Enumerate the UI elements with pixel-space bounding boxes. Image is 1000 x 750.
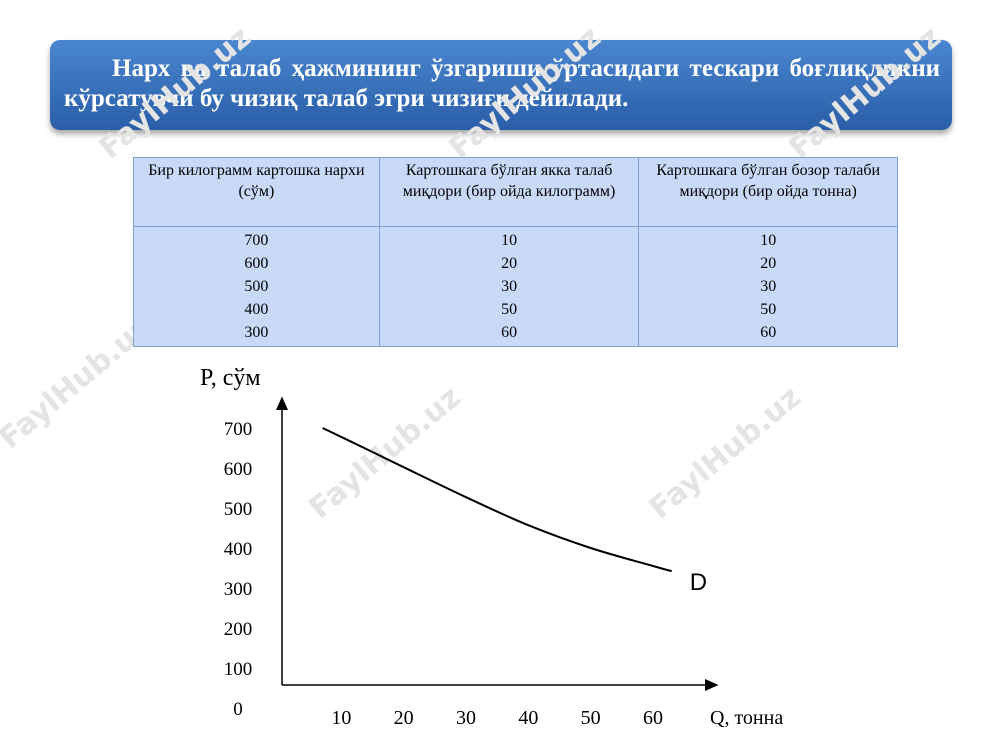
series-label: D (690, 569, 707, 596)
banner: Нарх ва талаб ҳажмининг ўзгариши ўртасид… (50, 40, 952, 130)
x-axis-label: Q, тонна (710, 707, 783, 729)
y-tick-label: 100 (224, 659, 253, 680)
x-tick-label: 10 (331, 707, 351, 729)
column-header: Картошкага бўлган бозор талаби миқдори (… (638, 157, 898, 227)
table-cell: 60 (378, 321, 640, 347)
table-cell: 20 (638, 252, 898, 275)
table-row: 700 10 10 (133, 226, 898, 252)
table-cell: 50 (638, 298, 898, 321)
table-cell: 50 (378, 298, 640, 321)
table-cell: 300 (133, 321, 380, 347)
table-row: 300 60 60 (133, 321, 898, 347)
y-tick-label: 200 (224, 619, 253, 640)
x-tick-label: 30 (456, 707, 476, 729)
x-tick-label: 60 (643, 707, 663, 729)
table-cell: 500 (133, 275, 380, 298)
y-tick-label: 600 (224, 459, 253, 480)
table-row: 500 30 30 (133, 275, 898, 298)
x-tick-label: 40 (518, 707, 538, 729)
banner-text: Нарх ва талаб ҳажмининг ўзгариши ўртасид… (64, 55, 940, 112)
table-row: 600 20 20 (133, 252, 898, 275)
column-header: Бир килограмм картошка нархи (сўм) (133, 157, 380, 227)
table: Бир килограмм картошка нархи (сўм) Картош… (133, 157, 898, 347)
table-cell: 700 (133, 226, 380, 252)
x-tick-label: 50 (581, 707, 601, 729)
y-tick-label: 500 (224, 499, 253, 520)
table-cell: 10 (638, 226, 898, 252)
y-tick-label: 400 (224, 539, 253, 560)
table-row: 400 50 50 (133, 298, 898, 321)
table-cell: 30 (378, 275, 640, 298)
table-cell: 600 (133, 252, 380, 275)
table-cell: 400 (133, 298, 380, 321)
table-cell: 60 (638, 321, 898, 347)
y-tick-label: 700 (224, 419, 253, 440)
x-tick-label: 20 (394, 707, 414, 729)
y-tick-label: 0 (233, 699, 243, 720)
y-axis-label: P, сўм (200, 365, 261, 391)
y-tick-label: 300 (224, 579, 253, 600)
demand-curve (322, 427, 672, 573)
table-cell: 30 (638, 275, 898, 298)
header-row: Бир килограмм картошка нархи (сўм) Картош… (133, 157, 898, 227)
column-header: Картошкага бўлган якка талаб миқдори (би… (378, 157, 640, 227)
table-body: 700 10 10 600 20 20 500 30 30 400 50 50 300 60 60 (133, 226, 898, 347)
table-cell: 10 (378, 226, 640, 252)
